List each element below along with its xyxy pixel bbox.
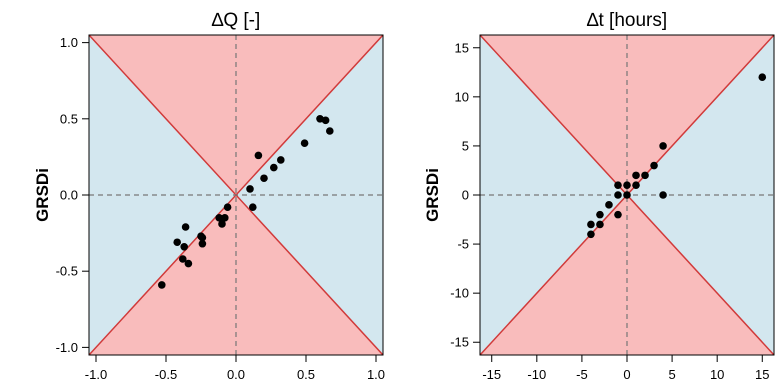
data-point — [321, 116, 330, 125]
data-point — [218, 220, 226, 228]
data-point — [223, 203, 232, 211]
chart-title: ∆t [hours] — [587, 10, 667, 31]
data-point — [158, 281, 166, 289]
y-tick-label: -15 — [450, 335, 469, 350]
data-point — [179, 255, 187, 263]
chart-title: ∆Q [-] — [212, 10, 261, 31]
data-point — [596, 210, 604, 219]
data-point — [632, 171, 640, 180]
x-tick-label: 0 — [623, 367, 630, 382]
same-sign-region-top — [480, 35, 774, 195]
x-tick-label: 1.0 — [367, 367, 385, 382]
y-axis-label: GRSDi — [33, 168, 52, 222]
data-point — [587, 230, 595, 239]
data-point — [326, 127, 334, 135]
data-point — [180, 243, 188, 251]
data-point — [277, 156, 285, 164]
data-point — [632, 181, 640, 189]
x-tick-label: 5 — [668, 367, 675, 382]
x-tick-label: -10 — [527, 367, 546, 382]
data-point — [587, 220, 595, 229]
data-point — [614, 210, 622, 219]
data-point — [614, 181, 622, 189]
data-point — [173, 238, 181, 247]
same-sign-region-bottom — [480, 195, 774, 355]
data-point — [641, 171, 649, 180]
x-tick-label: 15 — [755, 367, 769, 382]
data-point — [605, 201, 613, 209]
data-point — [260, 174, 268, 183]
y-tick-label: 0 — [462, 188, 469, 203]
y-tick-label: -5 — [457, 237, 469, 252]
data-point — [198, 233, 207, 242]
data-point — [659, 142, 667, 150]
data-point — [758, 73, 767, 82]
data-point — [221, 214, 229, 222]
y-tick-label: -0.5 — [56, 264, 78, 279]
data-point — [650, 161, 658, 170]
data-point — [300, 139, 309, 147]
x-tick-label: -15 — [482, 367, 501, 382]
data-point — [215, 214, 223, 222]
data-point — [181, 223, 190, 231]
data-point — [198, 239, 207, 248]
same-sign-region-top — [89, 35, 383, 195]
y-tick-label: 0.0 — [60, 188, 78, 203]
data-point — [623, 181, 631, 189]
y-axis-label: GRSDi — [423, 168, 442, 222]
y-tick-label: 0.5 — [60, 111, 78, 126]
chart-panel-1: -1.0 -0.5 0.0 0.5 1.0 -1.0 -0.5 0.0 0.5 1.0 ∆Q [-]… — [33, 10, 385, 382]
y-tick-label: 15 — [455, 40, 469, 55]
y-tick-label: 5 — [462, 138, 469, 153]
data-point — [659, 191, 667, 199]
y-tick-label: 1.0 — [60, 35, 78, 50]
data-point — [623, 191, 631, 199]
data-point — [249, 203, 257, 211]
x-tick-label: 10 — [710, 367, 724, 382]
data-point — [270, 163, 278, 172]
x-tick-label: -1.0 — [85, 367, 107, 382]
y-tick-label: 10 — [455, 89, 469, 104]
chart-panel-2: -15 -10 -5 0 5 10 15 -15 -10 -5 0 5 10 15 ∆t [hours] GR… — [423, 10, 775, 382]
y-tick-label: -1.0 — [56, 340, 78, 355]
data-point — [614, 191, 622, 199]
data-point — [184, 259, 193, 268]
x-tick-label: -5 — [576, 367, 588, 382]
x-tick-label: 0.0 — [227, 367, 245, 382]
same-sign-region-bottom — [89, 195, 383, 355]
x-tick-label: 0.5 — [297, 367, 315, 382]
y-tick-label: -10 — [450, 286, 469, 301]
data-point — [246, 185, 254, 193]
data-point — [596, 220, 604, 229]
x-tick-label: -0.5 — [155, 367, 177, 382]
data-point — [254, 151, 263, 160]
